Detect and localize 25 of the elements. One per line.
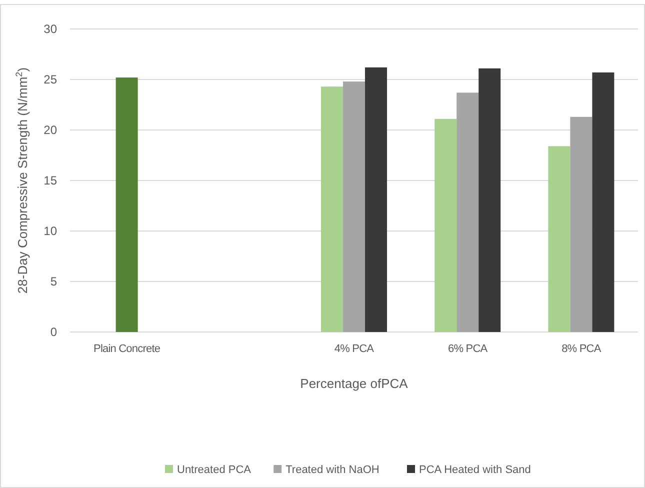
y-tick-label: 20 — [44, 123, 58, 138]
x-tick-label: 6% PCA — [448, 343, 488, 355]
y-tick-label: 5 — [50, 274, 58, 289]
bar — [365, 67, 387, 332]
y-tick-label: 10 — [44, 224, 58, 238]
bar — [456, 92, 479, 332]
x-tick-label: 8% PCA — [562, 343, 602, 355]
bar — [570, 116, 592, 332]
legend-label: PCA Heated with Sand — [419, 464, 531, 476]
bar — [116, 77, 138, 332]
y-tick-label: 0 — [50, 325, 58, 340]
x-axis-title: Percentage ofPCA — [300, 376, 408, 391]
x-tick-label: Plain Concrete — [94, 343, 160, 355]
y-tick-label: 15 — [44, 174, 58, 188]
bar — [548, 146, 570, 332]
bar — [343, 82, 365, 332]
x-tick-label: 4% PCA — [334, 343, 375, 355]
bar — [592, 72, 614, 332]
bar — [434, 118, 457, 332]
y-tick-label: 30 — [44, 22, 58, 36]
legend-label: Untreated PCA — [177, 464, 252, 476]
y-tick-label: 25 — [44, 72, 58, 87]
bar — [321, 86, 343, 332]
legend-label: Treated with NaOH — [286, 464, 380, 476]
bar — [478, 68, 501, 332]
